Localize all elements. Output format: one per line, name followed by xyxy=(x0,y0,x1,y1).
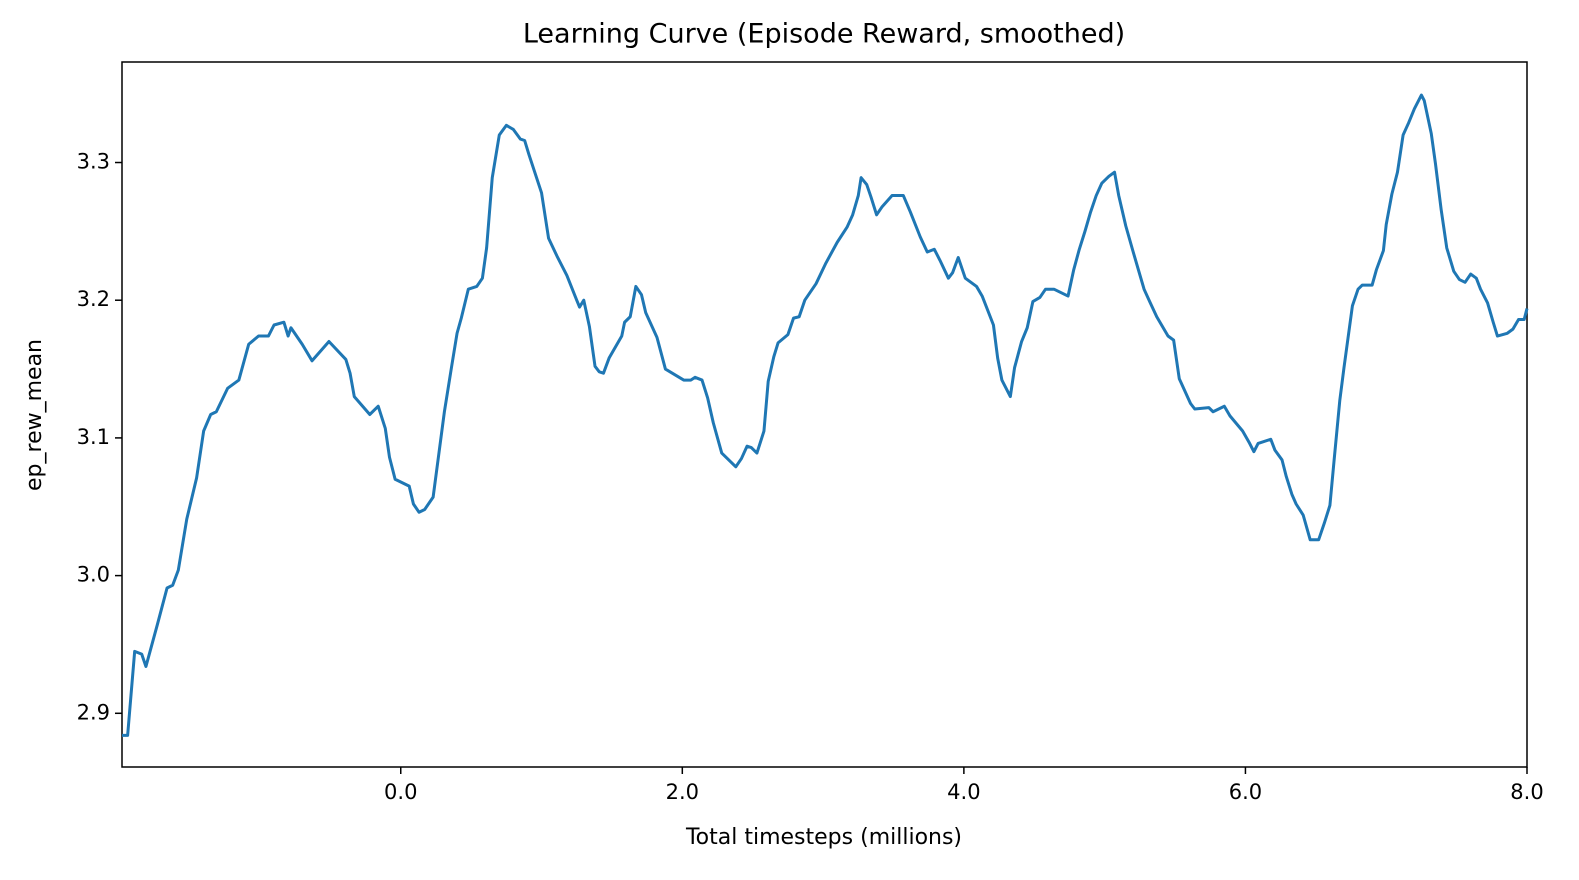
y-tick-label: 3.2 xyxy=(77,287,110,311)
plot-frame xyxy=(121,61,1528,768)
x-tick-label: 4.0 xyxy=(947,780,980,804)
y-tick-label: 3.1 xyxy=(77,425,110,449)
y-axis-label: ep_rew_mean xyxy=(22,339,47,491)
y-tick-label: 2.9 xyxy=(77,700,110,724)
x-axis-label: Total timesteps (millions) xyxy=(685,825,962,850)
y-tick-label: 3.3 xyxy=(77,150,110,174)
data-line xyxy=(122,93,1529,737)
x-tick-label: 0.0 xyxy=(384,780,417,804)
y-tick-label: 3.0 xyxy=(77,563,110,587)
x-tick-label: 2.0 xyxy=(666,780,699,804)
x-tick-label: 6.0 xyxy=(1229,780,1262,804)
x-tick-label: 8.0 xyxy=(1510,780,1543,804)
chart-title: Learning Curve (Episode Reward, smoothed… xyxy=(523,19,1125,50)
